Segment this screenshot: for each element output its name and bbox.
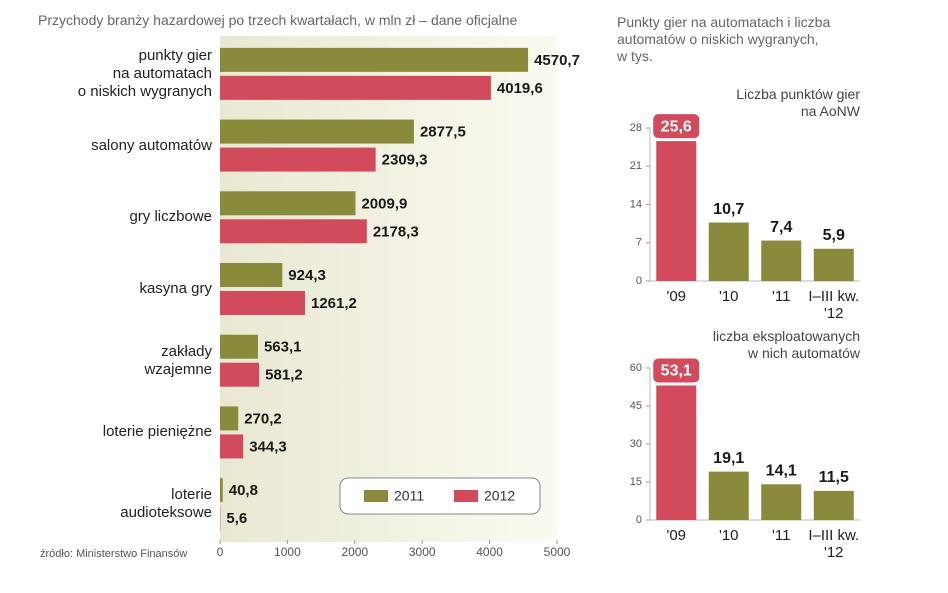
source-note: źródło: Ministerstwo Finansów [40,548,188,560]
value-label: 581,2 [265,367,303,384]
y-tick-label: 30 [630,438,642,450]
bar [220,291,306,315]
x-tick-label: 4000 [476,545,503,559]
y-tick-label: 7 [636,237,642,249]
value-label: 40,8 [229,482,258,499]
category-label: loterie audioteksowe [120,486,212,522]
bar [656,141,697,281]
value-label: 53,1 [661,363,692,380]
chart-title: Przychody branży hazardowej po trzech kw… [38,12,518,28]
x-tick-label: '09 [666,527,687,544]
x-tick-label: 3000 [409,545,436,559]
y-tick-label: 14 [630,198,642,210]
value-label: 19,1 [713,450,744,467]
value-label: 7,4 [770,219,792,236]
bar [761,484,802,520]
x-tick-label: '11 [772,527,791,544]
chart-title: Punkty gier na automatach i liczba autom… [617,14,831,64]
bar [656,385,697,520]
legend-box [339,477,541,515]
legend-label: 2011 [394,488,424,504]
value-label: 2178,3 [373,223,419,240]
bar [220,147,376,172]
x-tick-label: '10 [718,527,739,544]
value-label: 2309,3 [382,152,428,169]
legend-label: 2012 [484,488,515,504]
bar [813,490,854,520]
bar [220,263,283,287]
plot-background [220,36,557,542]
bar [761,240,802,281]
value-label: 1261,2 [311,295,357,312]
category-label: punkty gier na automatach o niskich wygr… [77,46,212,100]
bar [708,222,749,281]
bar [220,47,529,72]
x-tick-label: I–III kw. '12 [808,288,860,322]
category-label: zakłady wzajemne [144,342,212,378]
value-label: 2877,5 [420,124,466,141]
value-label: 344,3 [249,438,287,455]
x-tick-label: 0 [217,545,224,559]
value-label: 4019,6 [497,80,543,97]
category-label: kasyna gry [139,280,212,297]
category-label: gry liczbowe [129,208,212,226]
bar [220,406,239,431]
value-label: 563,1 [264,339,302,356]
bar [220,191,356,216]
x-tick-label: I–III kw. '12 [808,527,860,561]
y-tick-label: 60 [630,362,642,374]
x-tick-label: 5000 [544,545,571,559]
x-tick-label: 1000 [274,545,301,559]
bar [220,119,414,144]
value-label: 10,7 [713,201,744,218]
category-label: salony automatów [91,136,212,154]
value-label: 5,9 [823,227,845,244]
y-tick-label: 15 [630,476,642,488]
value-label: 924,3 [288,267,326,284]
chart-subtitle: liczba eksploatowanych w nich automatów [712,328,860,361]
x-tick-label: '09 [666,288,687,305]
bar [220,362,260,387]
value-label: 11,5 [819,469,849,486]
legend-swatch [454,490,478,502]
x-tick-label: '11 [772,288,791,305]
value-label: 270,2 [244,410,282,427]
value-label: 2009,9 [361,195,407,212]
value-label-box [653,358,700,383]
y-tick-label: 0 [636,514,642,526]
value-label: 5,6 [226,510,247,527]
y-tick-label: 0 [636,275,642,287]
value-label: 4570,7 [534,52,580,69]
y-tick-label: 21 [630,160,642,172]
bar [220,478,223,503]
bar [813,248,854,281]
bar [220,334,258,359]
bar [708,471,749,520]
bar [220,219,367,244]
x-tick-label: 2000 [341,545,368,559]
y-tick-label: 45 [630,400,642,412]
category-label: loterie pieniężne [102,423,212,441]
bar [220,75,491,100]
legend-swatch [364,490,388,502]
value-label-box [653,114,700,139]
bar [220,434,244,459]
value-label: 14,1 [766,462,797,479]
y-tick-label: 28 [630,122,642,134]
value-label: 25,6 [661,118,692,135]
chart-subtitle: Liczba punktów gier na AoNW [736,86,860,119]
x-tick-label: '10 [718,288,739,305]
